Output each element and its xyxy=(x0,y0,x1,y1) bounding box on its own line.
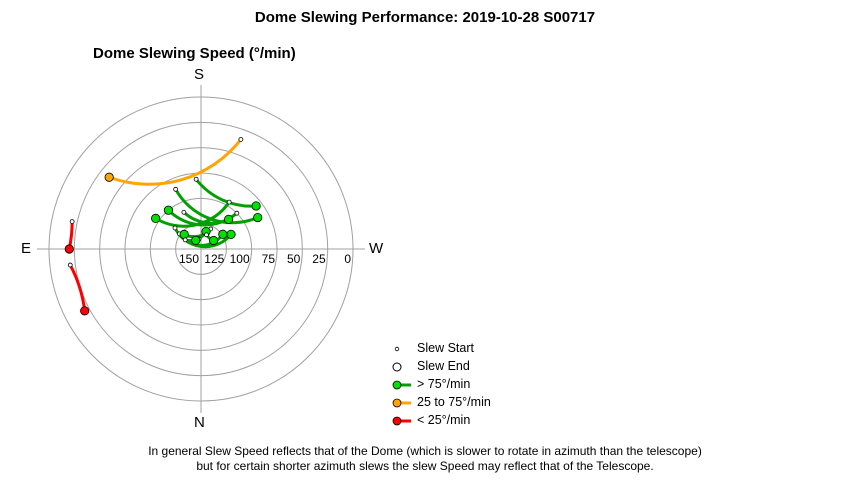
slew-end-point xyxy=(251,201,261,211)
slew-end-marker-icon xyxy=(392,362,402,372)
slew-arc xyxy=(194,178,257,208)
slew-start-point xyxy=(204,232,209,238)
legend-label: Slew Start xyxy=(417,341,474,355)
radial-tick-label: 125 xyxy=(204,252,224,266)
slew-start-point xyxy=(181,209,187,215)
slew-start-point xyxy=(173,186,179,192)
slew-start-point xyxy=(69,219,75,225)
medium-slew-line-icon xyxy=(392,398,411,408)
slew-arc xyxy=(68,264,87,312)
plot-subtitle: Dome Slewing Speed (°/min) xyxy=(93,45,296,62)
radial-tick-label: 0 xyxy=(344,252,351,266)
slew-arc xyxy=(182,211,230,225)
chart-title: Dome Slewing Performance: 2019-10-28 S00… xyxy=(254,9,596,26)
legend-label: < 25°/min xyxy=(417,413,471,427)
slew-end-point xyxy=(64,244,74,254)
slew-start-point xyxy=(226,199,232,205)
legend-label: > 75°/min xyxy=(417,377,471,391)
compass-west-label: W xyxy=(369,240,384,257)
slew-end-point xyxy=(151,213,161,223)
slew-start-point xyxy=(182,237,188,243)
legend-label: 25 to 75°/min xyxy=(417,395,491,409)
caption-line-2: but for certain shorter azimuth slews th… xyxy=(196,459,654,473)
radial-tick-label: 100 xyxy=(230,252,250,266)
legend-label: Slew End xyxy=(417,359,470,373)
slew-end-point xyxy=(179,229,189,239)
caption-line-1: In general Slew Speed reflects that of t… xyxy=(148,444,702,458)
slew-end-point xyxy=(253,212,263,223)
slew-arc xyxy=(108,138,243,186)
radial-tick-label: 25 xyxy=(312,252,326,266)
radial-tick-label: 150 xyxy=(179,252,199,266)
slew-start-point xyxy=(238,137,244,142)
polar-grid xyxy=(37,85,365,413)
slew-end-point xyxy=(218,229,228,239)
radial-tick-labels: 150 125 100 75 50 25 0 xyxy=(179,252,351,266)
slew-end-point xyxy=(224,214,234,224)
radial-tick-label: 50 xyxy=(287,252,301,266)
slew-end-point xyxy=(226,229,236,239)
compass-east-label: E xyxy=(21,240,32,257)
caption: In general Slew Speed reflects that of t… xyxy=(0,444,850,474)
radial-tick-label: 75 xyxy=(262,252,276,266)
slew-start-point xyxy=(67,262,73,268)
slew-end-point xyxy=(191,235,201,245)
slew-start-point xyxy=(172,225,178,231)
slow-slew-line-icon xyxy=(392,416,411,426)
slew-end-point xyxy=(80,306,90,316)
compass-south-label: S xyxy=(194,66,205,83)
slew-start-marker-icon xyxy=(394,346,400,352)
slew-arc xyxy=(154,201,231,228)
slew-end-point xyxy=(104,172,114,182)
slew-start-point xyxy=(234,210,240,216)
slew-end-point xyxy=(209,235,219,246)
slew-tracks xyxy=(64,137,263,316)
compass-north-label: N xyxy=(194,414,205,431)
fast-slew-line-icon xyxy=(392,380,411,390)
slew-end-point xyxy=(163,205,174,215)
slew-start-point xyxy=(193,176,199,182)
